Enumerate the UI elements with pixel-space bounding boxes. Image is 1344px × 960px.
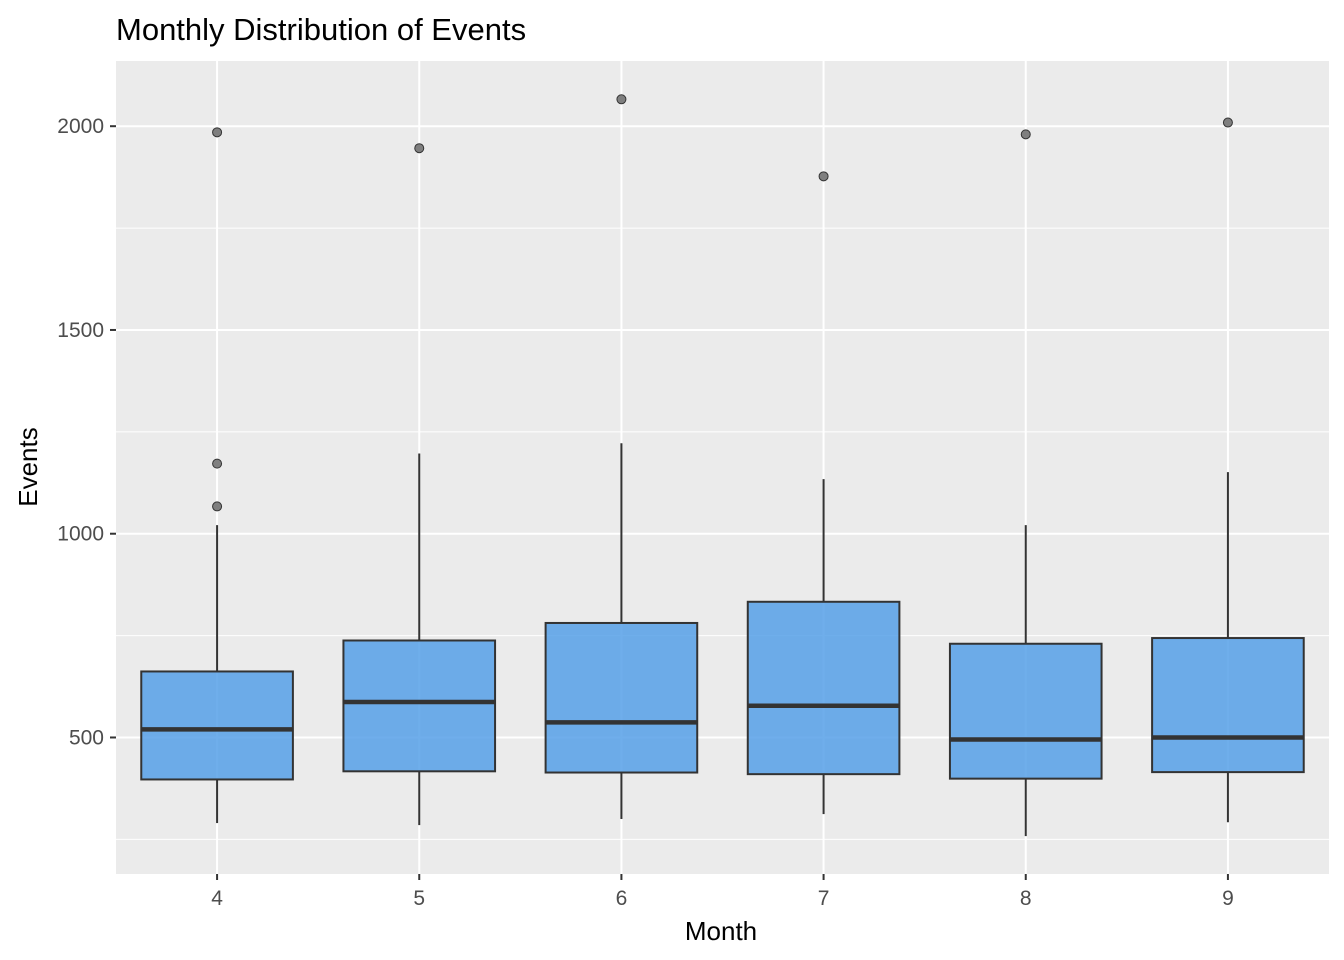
y-tick-label: 1000: [57, 523, 104, 546]
chart-title: Monthly Distribution of Events: [116, 12, 526, 47]
boxes: [140, 94, 1305, 837]
box-month-9: [1151, 117, 1305, 823]
box-iqr: [140, 670, 294, 781]
x-tick-label: 5: [413, 887, 425, 910]
plot-panel: [116, 61, 1329, 874]
outlier-point: [414, 143, 425, 154]
y-axis-ticks: 500 1000 1500 2000: [57, 115, 116, 749]
box-month-6: [544, 94, 699, 819]
x-axis-ticks: 4 5 6 7 8 9: [211, 874, 1234, 910]
x-tick-label: 4: [211, 887, 223, 910]
x-tick-label: 6: [616, 887, 628, 910]
box-iqr: [544, 621, 699, 774]
y-axis-title: Events: [13, 427, 43, 507]
box-month-8: [948, 129, 1103, 837]
outlier-point: [1222, 117, 1233, 128]
x-tick-label: 9: [1222, 887, 1234, 910]
box-month-4: [140, 127, 294, 824]
box-month-5: [342, 143, 497, 826]
y-tick-label: 1500: [57, 319, 104, 342]
outlier-point: [212, 127, 223, 138]
box-iqr: [342, 639, 497, 773]
outlier-point: [616, 94, 627, 105]
outlier-point: [212, 501, 223, 512]
x-tick-label: 8: [1020, 887, 1032, 910]
outlier-point: [818, 171, 829, 182]
box-iqr: [746, 600, 901, 776]
box-iqr: [1151, 637, 1305, 774]
outlier-point: [212, 458, 223, 469]
x-axis-title: Month: [685, 916, 757, 946]
box-month-7: [746, 171, 901, 815]
y-tick-label: 500: [69, 726, 104, 749]
x-tick-label: 7: [818, 887, 830, 910]
y-tick-label: 2000: [57, 115, 104, 138]
box-iqr: [948, 642, 1103, 780]
outlier-point: [1020, 129, 1031, 140]
